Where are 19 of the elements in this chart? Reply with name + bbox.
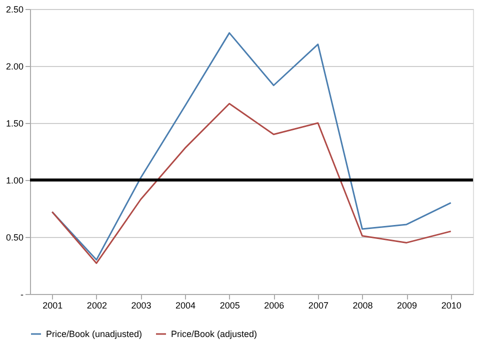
y-tick-label: 1.00 — [6, 176, 24, 186]
y-tick-label: - — [20, 290, 24, 300]
x-tick-label: 2008 — [352, 300, 373, 310]
x-tick-label: 2002 — [86, 300, 107, 310]
y-tick-label: 2.50 — [6, 4, 24, 14]
x-tick-label: 2006 — [264, 300, 284, 310]
x-tick-label: 2003 — [131, 300, 152, 310]
x-tick-label: 2005 — [220, 300, 240, 310]
legend-label: Price/Book (unadjusted) — [46, 329, 142, 339]
x-tick-label: 2009 — [397, 300, 418, 310]
x-tick-label: 2007 — [308, 300, 328, 310]
y-tick-label: 0.50 — [6, 232, 24, 242]
legend-label: Price/Book (adjusted) — [171, 329, 258, 339]
x-tick-label: 2004 — [176, 300, 196, 310]
line-series — [51, 102, 452, 264]
x-tick-label: 2001 — [42, 300, 63, 310]
y-tick-label: 2.00 — [6, 62, 24, 72]
x-tick-label: 2010 — [441, 300, 462, 310]
y-tick-label: 1.50 — [6, 118, 24, 128]
